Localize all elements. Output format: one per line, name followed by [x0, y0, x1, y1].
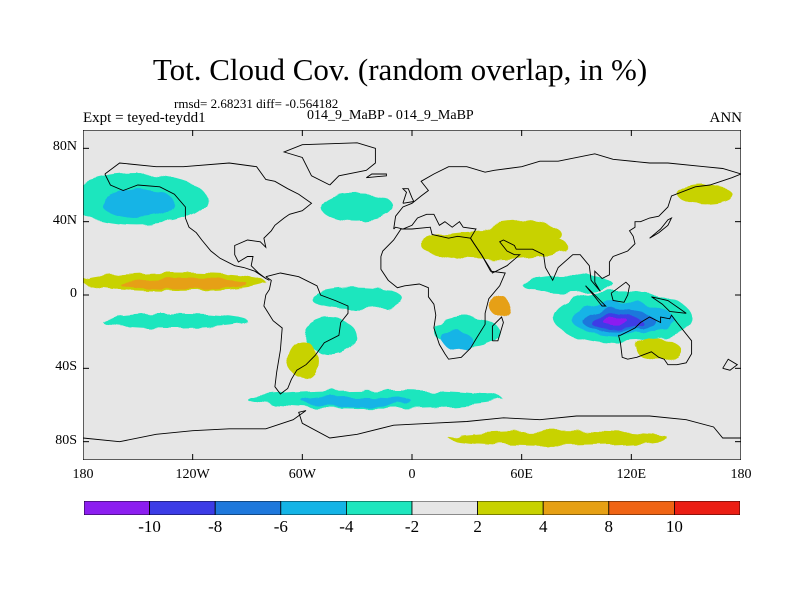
colorbar-label: -6	[273, 517, 288, 536]
coastline-7	[83, 410, 741, 443]
anomaly-south-america-positive	[287, 340, 317, 378]
anomaly-atlantic-itcz-negative	[311, 287, 403, 310]
coastline-14	[366, 173, 387, 179]
anomaly-east-pacific-itcz-core	[119, 278, 248, 290]
anomaly-equatorial-pacific-south-negative	[101, 313, 248, 328]
colorbar-label: 10	[665, 517, 683, 536]
anomaly-arabia-positive	[481, 221, 562, 248]
chart-title: Tot. Cloud Cov. (random overlap, in %)	[152, 52, 648, 87]
x-tick-label: 180	[72, 467, 94, 482]
coastline-1	[263, 272, 349, 395]
colorbar-label: -8	[208, 517, 223, 536]
colorbar-label: -10	[138, 517, 161, 536]
colorbar-label: -4	[339, 517, 354, 536]
map-plot	[83, 130, 741, 460]
x-tick-label: 0	[408, 467, 416, 482]
x-tick-label: 60W	[288, 467, 316, 482]
colorbar-bin-m4_m2	[345, 501, 413, 515]
coastline-3	[393, 153, 741, 230]
anomaly-east-africa-orange	[490, 295, 509, 317]
anomaly-south-america-negative	[304, 317, 356, 354]
colorbar	[84, 501, 740, 515]
anomaly-southern-ocean-core	[302, 395, 412, 407]
case-label: 014_9_MaBP - 014_9_MaBP	[307, 108, 474, 123]
colorbar-bin-m2_2	[411, 501, 478, 515]
x-tick-label: 120W	[175, 467, 210, 482]
anomaly-north-atlantic-negative	[320, 192, 394, 222]
colorbar-label: 2	[473, 517, 482, 536]
stats-text: rmsd= 2.68231 diff= -0.564182	[174, 96, 339, 111]
coastline-11	[491, 316, 504, 342]
colorbar-bin-p2_4	[477, 501, 544, 515]
coastline-4	[393, 173, 741, 292]
coastline-2	[282, 142, 376, 186]
coastline-layer	[83, 142, 741, 443]
y-tick-label: 80N	[52, 139, 77, 155]
coastline-12	[401, 188, 415, 204]
colorbar-bin-lt_m10	[84, 501, 150, 515]
coastline-0	[104, 162, 313, 281]
anomaly-north-pacific-east-positive	[677, 185, 732, 204]
x-tick-label: 120E	[616, 467, 647, 482]
colorbar-bin-gt_10	[674, 501, 740, 515]
coastline-13	[649, 216, 673, 239]
coastline-5	[380, 226, 506, 360]
y-tick-label: 40N	[52, 212, 77, 228]
anomaly-indian-ocean-negative	[521, 274, 614, 294]
colorbar-bin-m6_m4	[280, 501, 347, 515]
y-tick-label: 40S	[55, 359, 77, 375]
colorbar-label: -2	[404, 517, 420, 536]
tick-marks	[83, 130, 741, 460]
experiment-label: Expt = teyed-teydd1	[83, 110, 206, 126]
anomaly-antarctic-coast-positive	[448, 430, 668, 446]
y-tick-label: 80S	[55, 432, 77, 448]
coastline-6	[618, 314, 693, 366]
coastline-10	[651, 296, 687, 314]
colorbar-bin-p8_10	[608, 501, 675, 515]
x-tick-label: 60E	[510, 467, 533, 482]
coastline-9	[610, 281, 630, 303]
colorbar-bin-p4_8	[542, 501, 610, 515]
coastline-15	[722, 358, 739, 371]
anomaly-maritime-continent-core	[603, 318, 630, 327]
colorbar-label: 8	[604, 517, 614, 536]
y-tick-label: 0	[70, 286, 77, 301]
season-label: ANN	[709, 110, 743, 126]
anomaly-north-pacific-core	[101, 188, 175, 218]
colorbar-bin-m10_m8	[149, 501, 216, 515]
coastline-8	[585, 285, 607, 307]
x-tick-label: 180	[730, 467, 752, 482]
anomaly-south-africa-core	[443, 331, 473, 350]
colorbar-bin-m8_m6	[214, 501, 282, 515]
colorbar-label: 4	[538, 517, 548, 536]
anomaly-australia-positive	[636, 339, 681, 361]
